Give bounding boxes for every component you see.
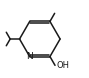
Text: OH: OH <box>57 61 70 70</box>
Text: N: N <box>26 52 33 61</box>
